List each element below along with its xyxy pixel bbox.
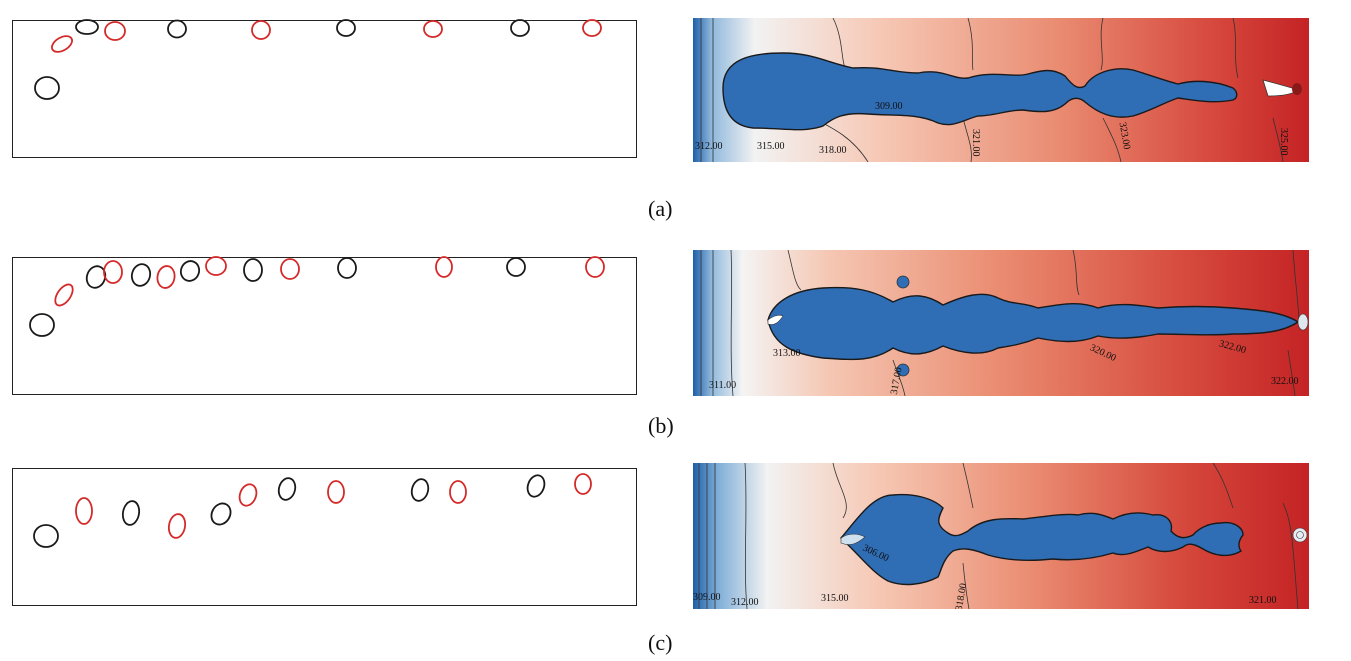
isotherm-label: 318.00 <box>954 582 970 609</box>
bubble-outline <box>167 513 187 539</box>
vapor-slug-c <box>840 493 1244 586</box>
bubble-outline <box>85 265 107 289</box>
bubble-outline <box>251 20 271 40</box>
bubble-outline <box>75 497 93 525</box>
bubble-outline <box>510 19 530 37</box>
bubble-outline <box>167 19 187 39</box>
bubble-outline <box>54 283 74 307</box>
isotherm-label: 317.00 <box>889 366 905 395</box>
bubble-outline <box>29 313 55 337</box>
bubble-outline <box>337 257 357 279</box>
bubble-outline <box>238 483 258 507</box>
isotherm-label: 315.00 <box>821 593 849 604</box>
bubble-outline <box>449 480 467 504</box>
bubble-outline <box>210 502 232 526</box>
bubble-outline <box>51 35 73 53</box>
isotherm-label: 325.00 <box>1278 128 1289 156</box>
trajectory-box-c <box>12 468 637 606</box>
temperature-contour-c: 309.00 312.00 315.00 306.00 318.00 321.0… <box>693 463 1309 609</box>
bubble-outline <box>526 474 546 498</box>
bubble-outline <box>34 76 60 100</box>
isotherm-label: 315.00 <box>757 141 785 152</box>
isotherm-label: 321.00 <box>1249 595 1277 606</box>
temperature-contour-b: 311.00 313.00 317.00 320.00 322.00 322.0… <box>693 250 1309 396</box>
isotherm-label: 312.00 <box>731 597 759 608</box>
isotherm-label: 322.00 <box>1271 376 1299 387</box>
bubbles-row-b <box>29 256 605 337</box>
subfigure-label: (b) <box>648 413 674 438</box>
isotherm-label: 323.00 <box>1117 121 1133 150</box>
bubble-outline <box>582 19 602 37</box>
bubble-outline <box>280 258 300 280</box>
bubble-outline <box>574 473 592 495</box>
isotherm-label: 318.00 <box>819 145 847 156</box>
bubble-outline <box>585 256 605 278</box>
bubble-outline <box>121 500 141 526</box>
bubble-outline <box>327 480 345 504</box>
bubble-outline <box>435 256 453 278</box>
bubble-outline <box>277 477 297 501</box>
bubbles-row-a <box>34 19 602 100</box>
isotherm-label: 312.00 <box>695 141 723 152</box>
bubble-outline <box>103 260 123 284</box>
isotherm-label: 309.00 <box>693 592 721 603</box>
bubble-outline <box>205 256 227 276</box>
bubble-outline <box>130 263 152 287</box>
bubble-outline <box>423 20 443 38</box>
subfigure-label: (a) <box>648 196 673 221</box>
bubble-outline <box>179 260 201 282</box>
isotherm-label: 311.00 <box>709 380 736 391</box>
temperature-contour-a: 312.00 315.00 318.00 309.00 321.00 323.0… <box>693 18 1309 162</box>
bubble-outline <box>410 478 430 502</box>
bubble-outline <box>33 524 59 548</box>
bubble-outline <box>336 19 356 37</box>
vapor-slug-a <box>722 52 1238 131</box>
bubble-outline <box>156 265 176 289</box>
trajectory-box-b <box>12 257 637 395</box>
isotherm-label: 309.00 <box>875 101 903 112</box>
trajectory-box-a <box>12 20 637 158</box>
isotherm-label: 313.00 <box>773 348 801 359</box>
bubble-outline <box>75 19 99 35</box>
isotherm-label: 321.00 <box>970 129 981 157</box>
bubble-outline <box>243 258 263 282</box>
subfigure-label: (c) <box>648 630 673 655</box>
bubbles-row-c <box>33 473 592 548</box>
bubble-outline <box>104 21 126 41</box>
bubble-outline <box>506 257 526 277</box>
